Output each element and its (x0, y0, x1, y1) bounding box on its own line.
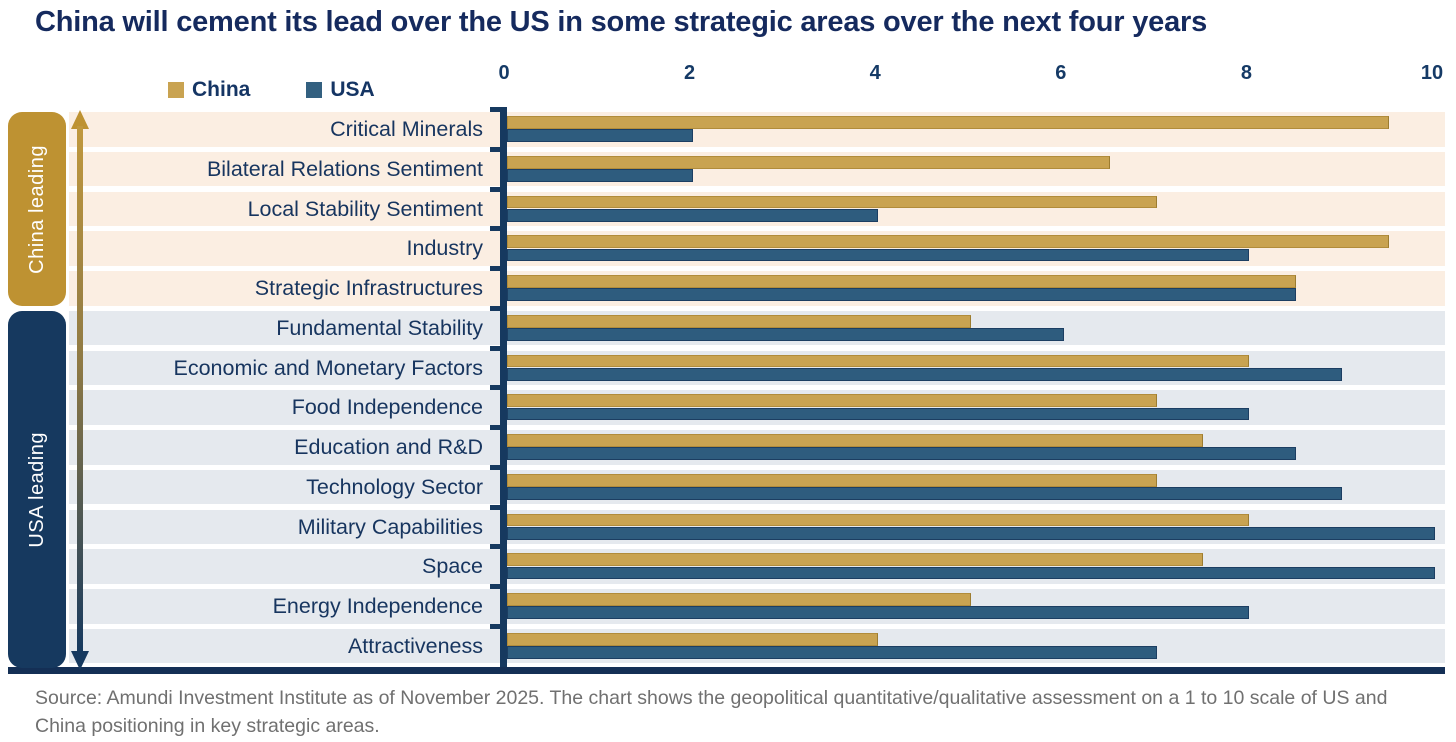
usa-bar (507, 288, 1296, 302)
category-label: Industry (406, 236, 483, 261)
china-bar (507, 553, 1203, 567)
usa-bar (507, 526, 1435, 540)
usa-bar (507, 367, 1343, 381)
china-bar (507, 354, 1250, 368)
category-label: Critical Minerals (330, 117, 483, 141)
y-axis-tick (490, 584, 500, 589)
category-label: Technology Sector (306, 474, 483, 499)
china-bar (507, 394, 1157, 408)
category-label: Fundamental Stability (276, 315, 483, 340)
china-bar (507, 513, 1250, 527)
legend: China USA (168, 78, 375, 102)
usa-bar (507, 447, 1296, 461)
x-axis-tick-label: 0 (498, 62, 510, 84)
category-label: Energy Independence (272, 594, 483, 618)
x-axis-tick-label: 10 (1420, 62, 1444, 84)
x-axis-tick-label: 6 (1055, 62, 1067, 84)
x-axis-baseline (8, 667, 1445, 674)
group-label-usa-leading: USA leading (8, 311, 66, 668)
legend-swatch-usa-icon (306, 82, 323, 98)
category-label: Food Independence (291, 395, 483, 420)
usa-bar (507, 328, 1064, 341)
y-axis-tick (490, 623, 500, 629)
group-label-china-leading: China leading (8, 112, 66, 306)
usa-bar (507, 208, 879, 222)
china-bar (507, 155, 1111, 169)
category-label: Military Capabilities (297, 514, 483, 539)
legend-label-china: China (192, 78, 251, 101)
y-axis-tick (490, 305, 500, 311)
x-axis-tick-label: 8 (1240, 62, 1252, 84)
y-axis-tick (490, 385, 500, 391)
y-axis-tick (490, 146, 500, 152)
y-axis-tick (490, 266, 500, 271)
category-label: Education and R&D (294, 435, 483, 459)
usa-bar (507, 248, 1250, 262)
chart-title: China will cement its lead over the US i… (35, 6, 1208, 38)
arrow-down-icon (71, 651, 89, 670)
x-axis-tick-label: 2 (684, 62, 696, 84)
usa-bar (507, 646, 1157, 659)
legend-label-usa: USA (330, 78, 375, 101)
china-bar (507, 235, 1389, 249)
y-axis-tick (490, 425, 500, 430)
y-axis-tick (490, 226, 500, 232)
y-axis-line (500, 107, 507, 670)
china-bar (507, 195, 1157, 209)
china-bar (507, 632, 879, 646)
source-note: Source: Amundi Investment Institute as o… (35, 687, 1388, 737)
china-bar (507, 116, 1389, 129)
china-bar (507, 314, 971, 328)
legend-swatch-china-icon (168, 82, 184, 98)
arrow-up-icon (71, 110, 89, 129)
category-label: Strategic Infrastructures (254, 276, 483, 300)
china-bar (507, 434, 1203, 447)
china-bar (507, 593, 971, 606)
usa-bar (507, 169, 693, 182)
y-axis-tick (490, 345, 500, 351)
china-bar (507, 473, 1157, 487)
y-axis-tick (490, 186, 500, 192)
usa-bar (507, 566, 1435, 580)
category-label: Space (422, 554, 483, 579)
china-bar (507, 275, 1296, 288)
y-axis-tick (490, 544, 500, 550)
category-label: Bilateral Relations Sentiment (206, 156, 483, 181)
usa-bar (507, 407, 1250, 421)
x-axis-tick-label: 4 (869, 62, 881, 84)
category-label: Local Stability Sentiment (247, 196, 483, 221)
usa-bar (507, 129, 693, 143)
group-label-usa-leading-text: USA leading (25, 431, 48, 548)
category-label: Attractiveness (347, 633, 483, 658)
group-label-china-leading-text: China leading (25, 144, 48, 274)
y-axis-tick (490, 464, 500, 470)
usa-bar (507, 606, 1250, 620)
leading-direction-arrow-shaft (77, 126, 83, 653)
y-axis-tick (490, 107, 500, 112)
category-label: Economic and Monetary Factors (173, 355, 484, 380)
y-axis-tick (490, 504, 500, 510)
usa-bar (507, 487, 1343, 500)
